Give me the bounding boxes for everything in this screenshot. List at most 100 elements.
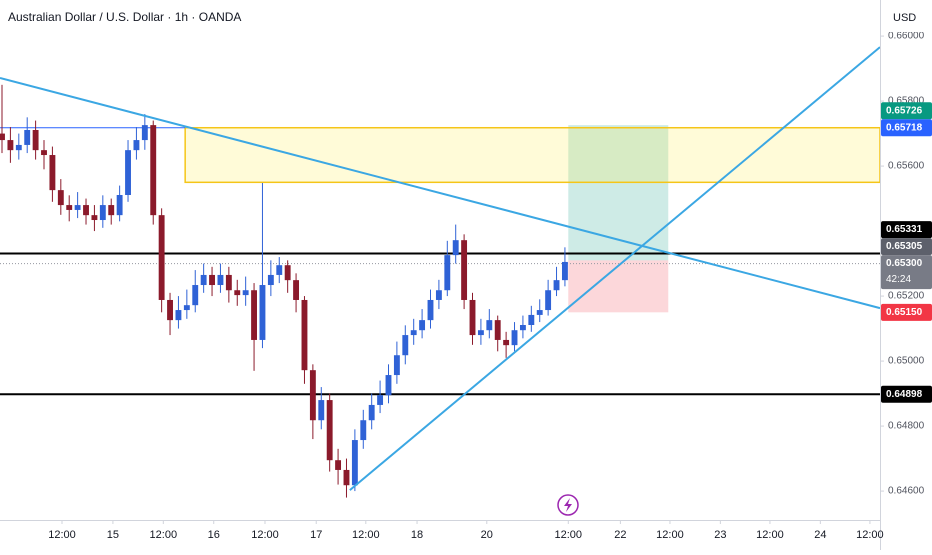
x-tick-label: 12:00	[48, 529, 76, 541]
candle-body	[385, 375, 392, 396]
y-tick-label: 0.65000	[888, 356, 925, 367]
candle-body	[461, 240, 468, 300]
price-badge-label: 0.65305	[886, 241, 923, 252]
x-tick-label: 12:00	[150, 529, 178, 541]
candle-body	[293, 280, 300, 300]
candle-body	[477, 330, 484, 336]
candle-body	[15, 144, 22, 151]
y-tick-label: 0.66000	[888, 31, 925, 42]
candle-body	[83, 205, 89, 216]
candle-body	[444, 255, 451, 291]
candle-body	[469, 299, 476, 336]
price-badge	[881, 238, 932, 256]
candle-body	[91, 215, 98, 221]
price-badge-label: 0.65718	[886, 122, 923, 133]
price-badge	[881, 385, 932, 403]
x-tick-label: 23	[714, 529, 726, 541]
candle-body	[360, 420, 367, 441]
candle-body	[519, 325, 526, 331]
candle-body	[276, 265, 283, 275]
currency-box[interactable]	[882, 4, 930, 32]
price-badge	[881, 102, 932, 120]
y-tick-label: 0.65200	[888, 291, 925, 302]
price-badge	[881, 303, 932, 321]
candle-body	[511, 330, 518, 346]
candle-body	[24, 130, 31, 145]
candle-body	[234, 290, 241, 296]
price-badge-label: 0.65150	[886, 307, 923, 318]
candle-body	[108, 205, 115, 216]
x-tick-label: 12:00	[756, 529, 784, 541]
candle-body	[225, 274, 232, 291]
price-badge	[881, 255, 932, 290]
lightning-icon[interactable]	[557, 494, 579, 516]
candle-body	[318, 400, 325, 421]
candle-body	[150, 125, 157, 216]
candle-body	[209, 274, 215, 286]
candle-body	[393, 355, 400, 376]
price-badge-label: 0.65726	[886, 105, 923, 116]
chart-title: Australian Dollar / U.S. Dollar · 1h · O…	[8, 10, 241, 24]
candle-body	[545, 290, 552, 311]
candle-body	[301, 299, 308, 371]
candle-body	[125, 150, 131, 195]
currency[interactable]: USD	[893, 12, 916, 24]
candle-body	[167, 299, 173, 321]
candle-body	[503, 339, 510, 346]
x-tick-label: 12:00	[251, 529, 279, 541]
price-badge	[881, 221, 932, 239]
trendline	[0, 77, 881, 310]
candle-body	[0, 133, 5, 141]
x-tick-label: 24	[814, 529, 826, 541]
x-tick-label: 20	[481, 529, 493, 541]
candle-body	[158, 215, 165, 300]
candle-body	[7, 140, 14, 151]
y-tick-label: 0.65800	[888, 96, 925, 107]
x-tick-label: 12:00	[555, 529, 583, 541]
price-badge-label: 0.65331	[886, 224, 923, 235]
candle-body	[242, 290, 249, 296]
candle-body	[377, 395, 384, 405]
candle-body	[99, 205, 106, 221]
candle-body	[192, 285, 199, 306]
candle-body	[427, 299, 434, 321]
candle-body	[528, 314, 535, 325]
candle-body	[452, 240, 459, 256]
price-badge-label: 0.65300	[886, 258, 923, 269]
x-tick-label: 12:00	[656, 529, 684, 541]
candle-body	[326, 400, 333, 461]
x-tick-label: 12:00	[352, 529, 380, 541]
trendline	[349, 46, 881, 491]
x-tick-label: 15	[107, 529, 119, 541]
candle-body	[175, 310, 182, 321]
candle-body	[217, 274, 224, 286]
candle-body	[486, 320, 493, 331]
price-badge-label: 0.64898	[886, 389, 923, 400]
candle-body	[410, 330, 417, 336]
candle-body	[183, 305, 190, 311]
y-tick-label: 0.64800	[888, 421, 925, 432]
candle-body	[402, 335, 409, 356]
candle-body	[74, 205, 81, 210]
x-tick-label: 16	[208, 529, 220, 541]
candle-body	[66, 205, 73, 210]
candle-body	[494, 320, 501, 340]
candle-body	[251, 290, 257, 340]
candle-body	[351, 440, 358, 486]
candle-body	[116, 195, 123, 216]
zone	[184, 126, 881, 184]
candle-body	[41, 150, 47, 156]
candle-body	[419, 320, 426, 331]
y-tick-label: 0.64600	[888, 486, 925, 497]
x-tick-label: 12:00	[856, 529, 884, 541]
candle-body	[57, 190, 64, 206]
candle-body	[32, 130, 39, 151]
candle-body	[335, 460, 342, 470]
candle-body	[259, 285, 266, 340]
candle-body	[133, 140, 140, 151]
icon-bolt[interactable]	[564, 498, 572, 512]
y-tick-label: 0.65600	[888, 161, 925, 172]
price-badge	[881, 119, 932, 137]
candle-body	[200, 274, 207, 286]
